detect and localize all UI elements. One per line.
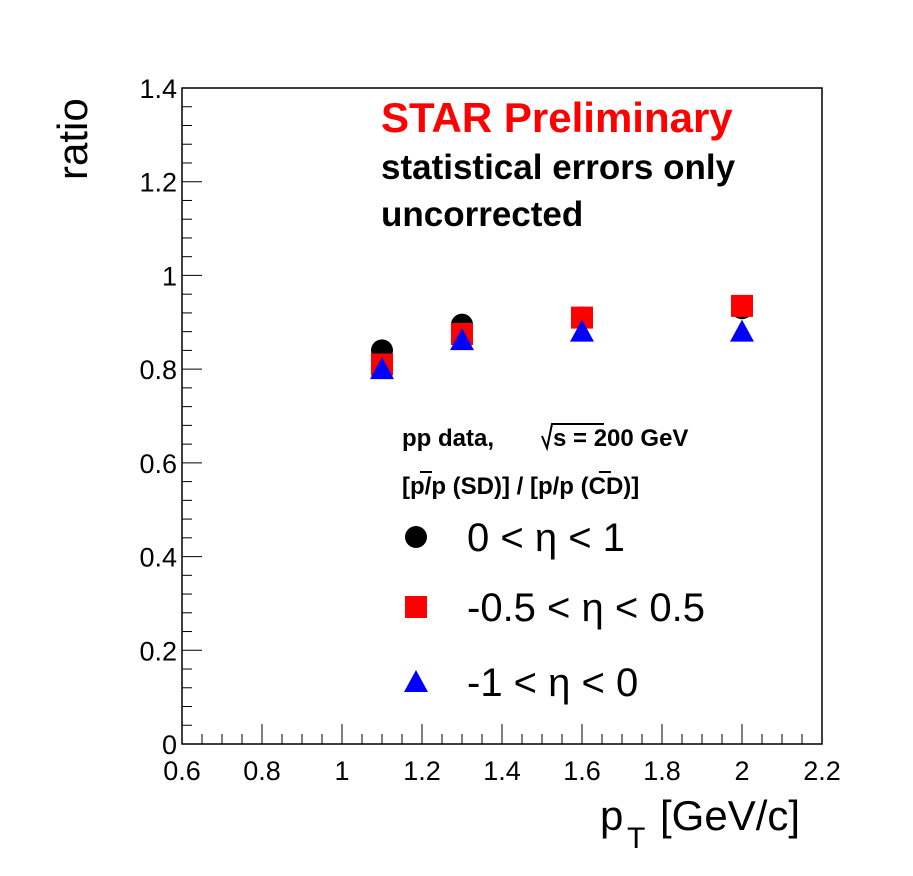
statistical-errors-note: statistical errors only bbox=[381, 148, 736, 187]
y-axis-ticks bbox=[182, 87, 202, 745]
data-point-triangle bbox=[370, 357, 394, 380]
star-preliminary-label: STAR Preliminary bbox=[381, 94, 733, 141]
legend-header-ratio: [p/p (SD)] / [p/p (CD)] bbox=[402, 473, 639, 500]
data-point-triangle bbox=[730, 319, 754, 342]
y-tick-label: 1 bbox=[162, 261, 177, 291]
x-tick-label: 0.6 bbox=[163, 756, 201, 786]
legend-marker-circle bbox=[405, 526, 427, 548]
y-tick-label: 0.2 bbox=[139, 636, 177, 666]
sqrt-icon bbox=[541, 423, 604, 452]
legend: pp data, s = 200 GeV [p/p (SD)] / [p/p (… bbox=[402, 423, 705, 705]
data-point-square bbox=[571, 306, 593, 329]
y-tick-label: 0.4 bbox=[139, 543, 177, 573]
x-axis-ticks bbox=[181, 724, 823, 744]
x-tick-label: 0.8 bbox=[243, 756, 281, 786]
y-tick-label: 1.2 bbox=[139, 168, 177, 198]
data-point-triangle bbox=[570, 319, 594, 342]
legend-marker-square bbox=[405, 596, 427, 618]
uncorrected-note: uncorrected bbox=[381, 195, 583, 234]
data-points bbox=[370, 294, 754, 380]
legend-entry-label: 0 < η < 1 bbox=[467, 516, 625, 560]
y-axis-tick-labels: 0 0.2 0.4 0.6 0.8 1 1.2 1.4 bbox=[139, 74, 177, 760]
data-point-square bbox=[731, 294, 753, 317]
x-tick-label: 1.4 bbox=[483, 756, 521, 786]
x-tick-label: 1.2 bbox=[403, 756, 441, 786]
y-tick-label: 0 bbox=[162, 730, 177, 760]
x-tick-label: 2.2 bbox=[803, 756, 841, 786]
x-axis-tick-labels: 0.6 0.8 1 1.2 1.4 1.6 1.8 2 2.2 bbox=[163, 756, 841, 786]
legend-header-energy: s = 200 GeV bbox=[553, 425, 688, 452]
x-axis-title-sub: T bbox=[627, 822, 645, 855]
y-axis-title: ratio bbox=[49, 98, 96, 180]
legend-entry-label: -1 < η < 0 bbox=[467, 661, 638, 705]
x-axis-title-unit: [GeV/c] bbox=[660, 792, 800, 839]
legend-marker-triangle bbox=[404, 670, 428, 692]
x-axis-title-p: p bbox=[600, 792, 623, 839]
x-tick-label: 1 bbox=[334, 756, 349, 786]
data-point-triangle bbox=[450, 328, 474, 351]
legend-header-dataset: pp data, bbox=[402, 425, 494, 452]
y-tick-label: 0.6 bbox=[139, 449, 177, 479]
x-tick-label: 1.8 bbox=[643, 756, 681, 786]
x-tick-label: 1.6 bbox=[563, 756, 601, 786]
legend-entry-label: -0.5 < η < 0.5 bbox=[467, 586, 705, 630]
y-tick-label: 1.4 bbox=[139, 74, 177, 104]
x-tick-label: 2 bbox=[734, 756, 749, 786]
y-tick-label: 0.8 bbox=[139, 355, 177, 385]
